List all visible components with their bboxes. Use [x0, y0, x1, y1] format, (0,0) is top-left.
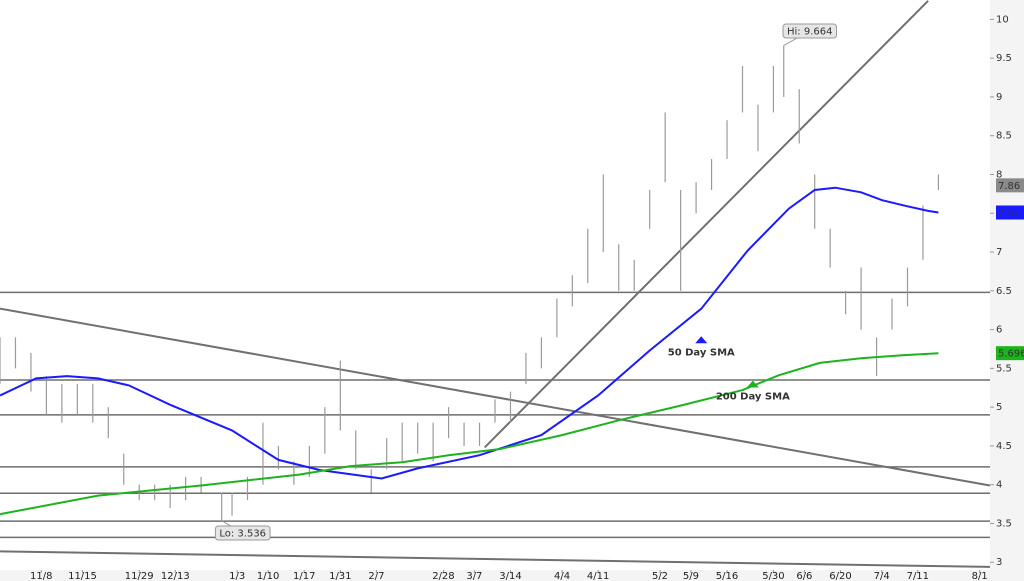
x-tick-label: 3/14	[499, 571, 521, 581]
y-tick-label: 4.5	[996, 441, 1012, 452]
callout-box	[782, 23, 837, 39]
y-tick-label: 4	[996, 480, 1002, 491]
value-tag: 5.696	[998, 349, 1024, 360]
trend-line	[0, 307, 990, 487]
y-tick-label: 7	[996, 247, 1002, 258]
x-tick-label: 5/30	[762, 571, 784, 581]
sma-marker	[746, 380, 759, 388]
x-tick-label: 11/8	[30, 571, 52, 581]
y-tick-label: 3.5	[996, 518, 1012, 529]
x-tick-label: 4/11	[587, 571, 609, 581]
trend-line	[0, 550, 990, 568]
value-tag-box	[996, 205, 1024, 220]
plot-area	[0, 0, 990, 568]
value-tag-box	[996, 346, 1024, 361]
x-tick-label: 1/17	[293, 571, 315, 581]
y-tick-label: 5	[996, 402, 1002, 413]
sma-line	[0, 186, 939, 480]
y-tick-label: 6	[996, 325, 1002, 336]
y-axis-band	[990, 0, 1024, 581]
callout-text: Hi: 9.664	[787, 27, 832, 38]
y-tick-label: 9.5	[996, 53, 1012, 64]
value-tag-box	[996, 178, 1024, 193]
x-axis-band	[0, 570, 990, 581]
callout-text: Lo: 3.536	[219, 529, 266, 540]
sma-marker	[695, 336, 708, 344]
x-tick-label: 11/15	[68, 571, 97, 581]
sma-label: 200 Day SMA	[716, 392, 790, 403]
x-tick-label: 12/13	[161, 571, 190, 581]
x-tick-label: 6/20	[829, 571, 851, 581]
y-tick-label: 10	[996, 14, 1009, 25]
x-tick-label: 7/11	[907, 571, 929, 581]
x-tick-label: 1/31	[329, 571, 351, 581]
x-tick-label: 1/10	[257, 571, 279, 581]
y-tick-label: 9	[996, 92, 1002, 103]
trend-line	[483, 0, 929, 449]
callout-box	[214, 525, 271, 541]
callout: Hi: 9.664	[782, 23, 837, 39]
y-tick-label: 6.5	[996, 286, 1012, 297]
y-tick-label: 8	[996, 169, 1002, 180]
value-tag: 7.86	[998, 181, 1020, 192]
value-tag: 7.51	[998, 208, 1020, 219]
x-tick-label: 2/7	[368, 571, 384, 581]
x-tick-label: 8/1	[972, 571, 988, 581]
y-tick-label: 5.5	[996, 363, 1012, 374]
x-tick-label: 1/3	[229, 571, 245, 581]
x-tick-label: 7/4	[874, 571, 890, 581]
sma-label: 50 Day SMA	[668, 347, 735, 358]
x-tick-label: 3/7	[466, 571, 482, 581]
x-tick-label: 2/28	[432, 571, 454, 581]
x-tick-label: 5/9	[683, 571, 699, 581]
x-tick-label: 11/29	[125, 571, 154, 581]
y-tick-label: 3	[996, 557, 1002, 568]
sma-line	[0, 352, 939, 516]
x-tick-label: 5/16	[716, 571, 738, 581]
callout: Lo: 3.536	[214, 525, 271, 541]
x-tick-label: 4/4	[554, 571, 570, 581]
x-tick-label: 5/2	[652, 571, 668, 581]
overlay: 109.598.587.576.565.554.543.5311/811/151…	[30, 14, 1024, 581]
x-tick-label: 6/6	[796, 571, 812, 581]
y-tick-label: 8.5	[996, 131, 1012, 142]
